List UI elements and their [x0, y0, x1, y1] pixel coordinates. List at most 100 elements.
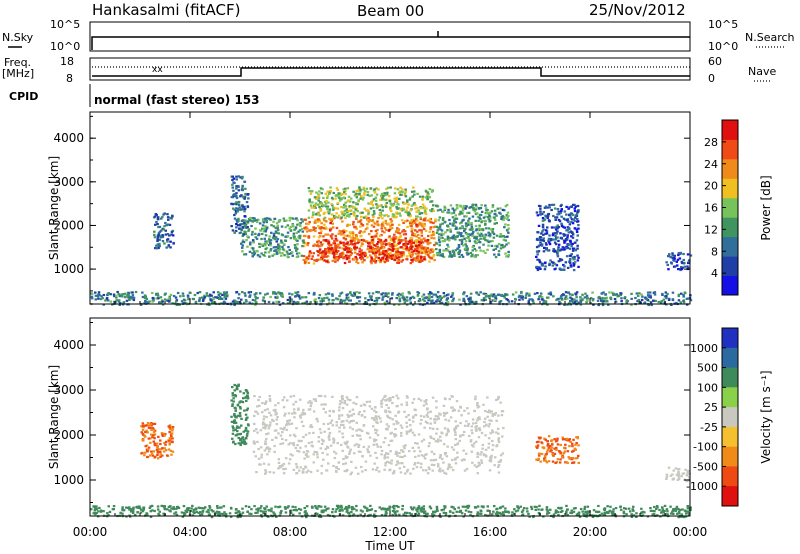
data-cell [569, 261, 572, 264]
data-cell [171, 426, 175, 429]
data-cell [355, 217, 358, 220]
data-cell [488, 459, 491, 462]
data-cell [324, 255, 327, 258]
data-cell [413, 201, 416, 205]
data-cell [387, 302, 390, 305]
data-cell [432, 293, 435, 296]
data-cell [235, 203, 238, 206]
data-cell [150, 428, 153, 431]
data-cell [443, 414, 446, 417]
data-cell [322, 250, 325, 253]
nave-marks: xx [152, 65, 163, 75]
data-cell [571, 300, 575, 304]
data-cell [222, 513, 225, 516]
data-cell [564, 296, 567, 299]
data-cell [256, 296, 259, 300]
data-cell [495, 444, 499, 447]
data-cell [459, 211, 463, 214]
data-cell [360, 196, 363, 199]
data-cell [357, 241, 360, 244]
data-cell [497, 432, 500, 435]
data-cell [233, 217, 237, 220]
data-cell [344, 205, 347, 208]
data-cell [429, 459, 433, 462]
data-cell [184, 302, 187, 305]
data-cell [334, 234, 337, 237]
data-cell [269, 239, 273, 242]
data-cell [330, 419, 334, 422]
data-cell [546, 206, 549, 209]
data-cell [383, 227, 387, 230]
data-cell [550, 208, 553, 212]
data-cell [629, 510, 632, 513]
data-cell [170, 432, 174, 435]
data-cell [546, 216, 549, 220]
data-cell [481, 443, 485, 447]
data-cell [368, 241, 371, 244]
data-cell [591, 291, 594, 294]
data-cell [503, 209, 506, 212]
data-cell [465, 452, 468, 455]
data-cell [362, 188, 365, 191]
data-cell [474, 224, 478, 228]
data-cell [493, 253, 496, 256]
data-cell [600, 292, 604, 295]
data-cell [607, 303, 610, 306]
data-cell [310, 425, 314, 429]
data-cell [308, 221, 311, 224]
data-cell [414, 413, 418, 417]
data-cell [422, 227, 426, 231]
data-cell [357, 220, 360, 223]
data-cell [551, 234, 555, 237]
data-cell [488, 212, 491, 215]
data-cell [346, 456, 349, 459]
data-cell [427, 238, 431, 241]
data-cell [504, 252, 507, 255]
data-cell [243, 225, 247, 228]
data-cell [264, 244, 267, 247]
data-cell [248, 295, 251, 298]
data-cell [466, 424, 470, 427]
data-cell [375, 301, 378, 304]
data-cell [404, 242, 407, 245]
data-cell [481, 234, 484, 237]
data-cell [518, 298, 521, 301]
data-cell [494, 296, 497, 299]
data-cell [548, 220, 551, 223]
data-cell [345, 298, 348, 301]
data-cell [551, 203, 554, 206]
data-cell [540, 295, 544, 299]
data-cell [398, 240, 402, 243]
data-cell [362, 196, 365, 199]
data-cell [336, 442, 339, 445]
data-cell [295, 252, 299, 255]
data-cell [156, 223, 159, 226]
data-cell [596, 299, 600, 302]
data-cell [461, 209, 465, 212]
data-cell [570, 218, 574, 221]
data-cell [316, 220, 320, 223]
data-cell [420, 234, 424, 237]
data-cell [161, 234, 164, 237]
data-cell [411, 401, 414, 404]
data-cell [518, 294, 521, 297]
data-cell [438, 248, 442, 251]
data-cell [342, 229, 346, 232]
data-cell [383, 261, 387, 264]
data-cell [441, 222, 444, 225]
data-cell [524, 294, 528, 297]
data-cell [556, 227, 559, 230]
data-cell [470, 444, 474, 447]
data-cell [679, 301, 682, 304]
data-cell [489, 456, 492, 459]
data-cell [573, 255, 576, 259]
data-cell [243, 292, 247, 295]
data-cell [474, 219, 477, 222]
data-cell [429, 427, 432, 430]
data-cell [171, 302, 174, 305]
data-cell [563, 303, 566, 306]
data-cell [223, 301, 227, 304]
data-cell [355, 227, 358, 230]
data-cell [554, 238, 557, 241]
data-cell [684, 468, 687, 471]
